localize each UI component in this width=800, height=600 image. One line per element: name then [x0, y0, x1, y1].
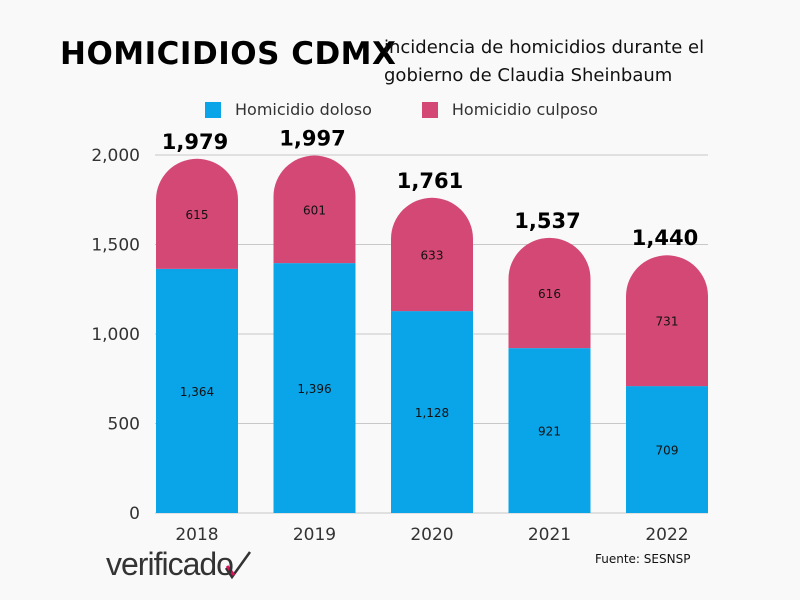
data-label-culposo: 616	[538, 287, 561, 301]
data-label-culposo: 615	[186, 208, 209, 222]
logo-accent-mark	[225, 565, 236, 576]
bar-doloso	[156, 268, 238, 513]
chart-title: HOMICIDIOS CDMX	[60, 36, 397, 72]
total-label: 1,997	[279, 127, 345, 151]
data-label-doloso: 1,364	[180, 385, 214, 399]
x-tick-label: 2018	[175, 525, 218, 545]
legend-item-doloso: Homicidio doloso	[205, 100, 372, 119]
bar-doloso	[391, 311, 473, 513]
data-label-doloso: 1,128	[415, 406, 449, 420]
total-label: 1,979	[162, 130, 228, 154]
total-label: 1,440	[632, 226, 698, 250]
legend: Homicidio doloso Homicidio culposo	[205, 100, 598, 119]
legend-label-culposo: Homicidio culposo	[451, 100, 598, 119]
bar-culposo	[156, 158, 238, 269]
bar-culposo	[273, 155, 356, 264]
y-tick-label: 1,000	[91, 325, 140, 345]
data-label-culposo: 601	[303, 203, 326, 217]
x-tick-label: 2019	[293, 525, 336, 545]
y-tick-label: 2,000	[91, 146, 140, 166]
bar-doloso	[508, 348, 591, 513]
bar-culposo	[626, 255, 708, 387]
bar-doloso	[273, 263, 356, 513]
check-icon	[224, 551, 252, 580]
verificado-logo: verificado	[106, 546, 234, 582]
data-label-doloso: 709	[656, 444, 679, 458]
bar-culposo	[508, 237, 591, 349]
legend-swatch-culposo	[421, 101, 438, 118]
legend-label-doloso: Homicidio doloso	[235, 100, 372, 119]
y-tick-label: 1,500	[91, 236, 140, 256]
x-tick-label: 2021	[528, 525, 571, 545]
data-label-culposo: 731	[656, 315, 679, 329]
bar-culposo	[391, 197, 473, 312]
legend-item-culposo: Homicidio culposo	[421, 100, 598, 119]
y-tick-label: 0	[129, 504, 140, 524]
legend-swatch-doloso	[205, 101, 221, 118]
total-label: 1,761	[397, 169, 463, 193]
chart-subtitle: incidencia de homicidios durante el gobi…	[384, 37, 705, 86]
source-note: Fuente: SESNSP	[595, 552, 691, 566]
bar-doloso	[626, 386, 708, 513]
data-label-doloso: 1,396	[297, 382, 331, 396]
total-label: 1,537	[514, 209, 580, 233]
x-tick-label: 2020	[410, 525, 453, 545]
x-tick-label: 2022	[645, 525, 688, 545]
data-label-culposo: 633	[421, 248, 444, 262]
data-label-doloso: 921	[538, 425, 561, 439]
y-tick-label: 500	[108, 415, 140, 435]
